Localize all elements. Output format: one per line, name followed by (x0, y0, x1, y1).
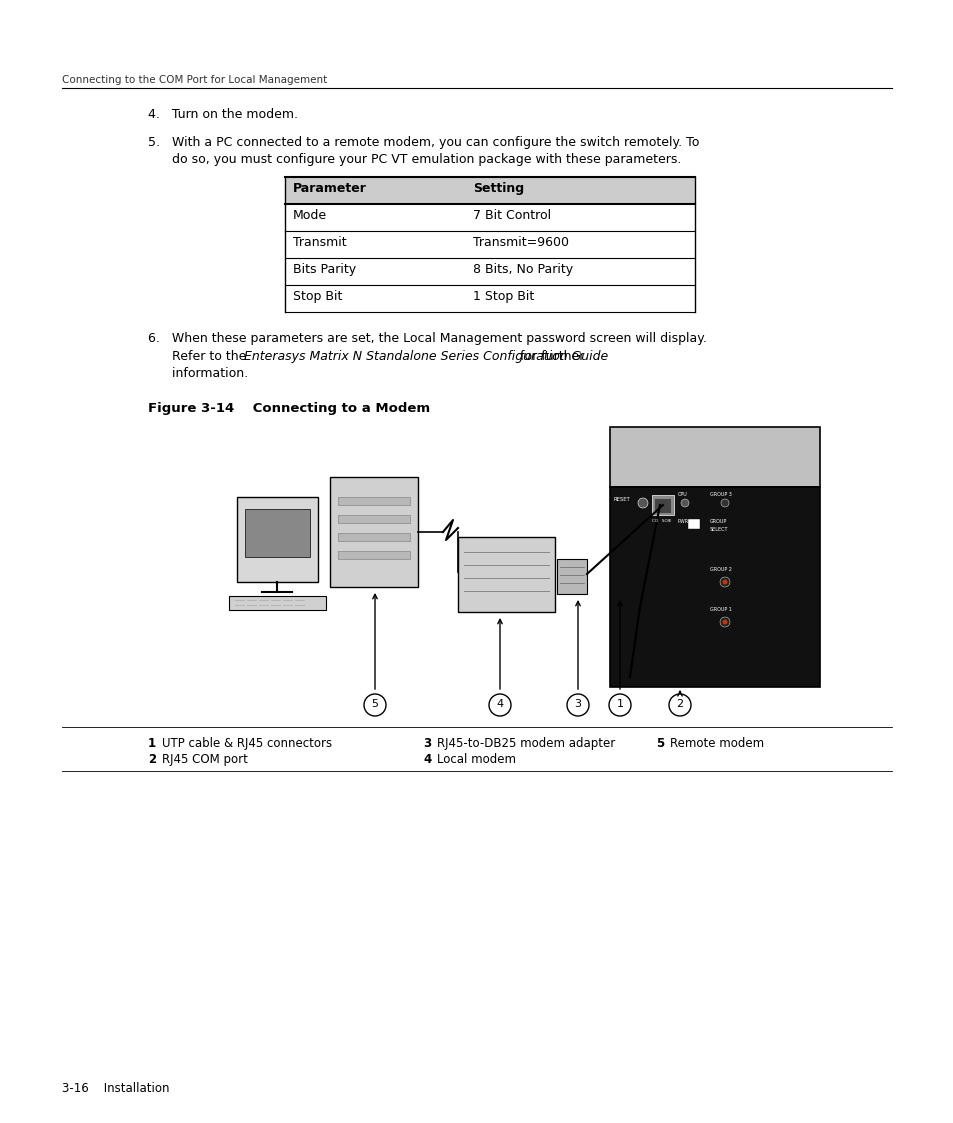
Bar (457, 537, 555, 612)
Text: GROUP 3: GROUP 3 (709, 492, 731, 497)
Circle shape (489, 694, 511, 716)
Text: 1: 1 (616, 699, 623, 709)
Bar (330, 477, 417, 587)
Text: RESET: RESET (614, 497, 630, 502)
Bar (655, 499, 670, 513)
Bar (609, 427, 820, 487)
Bar (285, 285, 695, 312)
Text: Remote modem: Remote modem (669, 737, 763, 750)
Text: CO   SOlE: CO SOlE (651, 519, 671, 523)
Text: 5: 5 (371, 699, 378, 709)
Bar (337, 533, 410, 541)
Text: UTP cable & RJ45 connectors: UTP cable & RJ45 connectors (162, 737, 332, 750)
Text: Enterasys Matrix N Standalone Series Configuration Guide: Enterasys Matrix N Standalone Series Con… (244, 350, 608, 363)
Circle shape (721, 620, 727, 624)
Text: 8 Bits, No Parity: 8 Bits, No Parity (473, 263, 573, 276)
Text: 7 Bit Control: 7 Bit Control (473, 209, 551, 222)
Circle shape (638, 497, 647, 508)
Text: 1: 1 (148, 737, 156, 750)
Text: GROUP: GROUP (709, 519, 726, 524)
Circle shape (720, 617, 729, 627)
Text: SELECT: SELECT (709, 527, 728, 532)
Circle shape (680, 499, 688, 506)
Bar (337, 515, 410, 523)
Text: 4: 4 (422, 754, 431, 766)
Circle shape (364, 694, 386, 716)
Text: 3-16    Installation: 3-16 Installation (62, 1081, 170, 1095)
Text: Transmit: Transmit (293, 236, 346, 249)
Bar (609, 487, 820, 687)
Text: Local modem: Local modem (436, 754, 516, 766)
Bar (337, 497, 410, 505)
Text: 5.   With a PC connected to a remote modem, you can configure the switch remotel: 5. With a PC connected to a remote modem… (148, 136, 699, 149)
Text: Refer to the: Refer to the (148, 350, 250, 363)
Text: 5: 5 (656, 737, 663, 750)
Bar (687, 519, 700, 529)
Bar (285, 231, 695, 258)
Text: Bits Parity: Bits Parity (293, 263, 355, 276)
Bar (245, 509, 310, 557)
Text: Connecting to the COM Port for Local Management: Connecting to the COM Port for Local Man… (62, 75, 327, 85)
Text: RJ45-to-DB25 modem adapter: RJ45-to-DB25 modem adapter (436, 737, 615, 750)
Text: GROUP 1: GROUP 1 (709, 608, 731, 612)
Circle shape (720, 499, 728, 506)
Text: information.: information. (148, 367, 248, 380)
Text: do so, you must configure your PC VT emulation package with these parameters.: do so, you must configure your PC VT emu… (148, 153, 680, 166)
Circle shape (721, 579, 727, 584)
Text: GROUP 2: GROUP 2 (709, 567, 731, 572)
Text: 6.   When these parameters are set, the Local Management password screen will di: 6. When these parameters are set, the Lo… (148, 332, 706, 345)
Circle shape (720, 577, 729, 587)
Text: 3: 3 (422, 737, 431, 750)
Text: 3: 3 (574, 699, 581, 709)
Text: 2: 2 (676, 699, 683, 709)
Text: RJ45 COM port: RJ45 COM port (162, 754, 248, 766)
Circle shape (668, 694, 690, 716)
Text: CPU: CPU (678, 492, 687, 497)
Text: for further: for further (515, 350, 583, 363)
Text: Mode: Mode (293, 209, 327, 222)
Bar (651, 495, 673, 515)
Circle shape (608, 694, 630, 716)
Text: 2: 2 (148, 754, 156, 766)
Bar (229, 596, 326, 610)
Bar (557, 559, 586, 594)
Circle shape (566, 694, 588, 716)
Bar (285, 258, 695, 285)
Bar (285, 204, 695, 231)
Text: 4: 4 (496, 699, 503, 709)
Bar (236, 497, 317, 582)
Text: Setting: Setting (473, 182, 523, 195)
Bar (337, 551, 410, 559)
Text: Parameter: Parameter (293, 182, 367, 195)
Text: Stop Bit: Stop Bit (293, 290, 342, 303)
Text: Transmit=9600: Transmit=9600 (473, 236, 568, 249)
Text: Figure 3-14    Connecting to a Modem: Figure 3-14 Connecting to a Modem (148, 402, 430, 416)
Text: PWR: PWR (678, 519, 688, 524)
Bar (285, 177, 695, 204)
Text: 1 Stop Bit: 1 Stop Bit (473, 290, 534, 303)
Text: 4.   Turn on the modem.: 4. Turn on the modem. (148, 108, 297, 121)
